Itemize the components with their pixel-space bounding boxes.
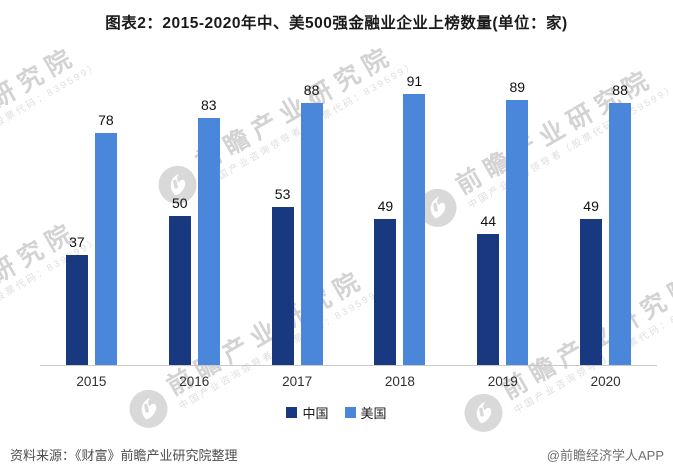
value-label-美国-2018: 91 xyxy=(406,73,423,89)
value-label-中国-2019: 44 xyxy=(480,213,497,229)
value-label-中国-2018: 49 xyxy=(377,198,394,214)
value-label-美国-2019: 89 xyxy=(509,79,526,95)
bar-中国-2020 xyxy=(580,219,603,365)
x-tick-2015: 2015 xyxy=(76,374,107,389)
credit-note: @前瞻经济学人APP xyxy=(546,448,664,463)
x-tick-2018: 2018 xyxy=(384,374,415,389)
x-tick-2019: 2019 xyxy=(487,374,518,389)
bar-中国-2016 xyxy=(168,216,191,365)
value-label-美国-2017: 88 xyxy=(303,82,320,98)
bar-美国-2017 xyxy=(300,103,323,365)
value-label-中国-2016: 50 xyxy=(172,195,188,211)
x-axis-line xyxy=(40,365,657,366)
x-tick-2017: 2017 xyxy=(282,374,313,389)
legend-swatch-usa xyxy=(344,407,356,418)
value-label-美国-2016: 83 xyxy=(201,97,217,113)
bar-美国-2020 xyxy=(609,103,632,365)
chart-title: 图表2：2015-2020年中、美500强金融业企业上榜数量(单位：家) xyxy=(105,15,568,32)
legend: 中国 美国 xyxy=(0,403,673,422)
legend-label-usa: 美国 xyxy=(360,406,387,421)
bar-美国-2019 xyxy=(506,100,529,365)
bar-中国-2017 xyxy=(271,207,294,365)
bar-美国-2016 xyxy=(197,118,220,365)
legend-label-china: 中国 xyxy=(302,406,329,421)
value-label-中国-2020: 49 xyxy=(583,198,599,214)
bar-中国-2015 xyxy=(65,255,88,365)
value-label-美国-2020: 88 xyxy=(612,82,628,98)
legend-item-china: 中国 xyxy=(286,403,329,422)
watermark-tagline: 中国产业咨询领导者（股票代码：839599） xyxy=(465,81,673,211)
watermark-brand: 前瞻产业研究院 xyxy=(0,41,83,178)
x-tick-2016: 2016 xyxy=(179,374,210,389)
watermark-brand: 前瞻产业研究院 xyxy=(451,63,660,200)
bar-美国-2018 xyxy=(403,94,426,365)
legend-item-usa: 美国 xyxy=(344,403,387,422)
bar-中国-2018 xyxy=(374,219,397,365)
value-label-中国-2015: 37 xyxy=(69,234,85,250)
bar-美国-2015 xyxy=(94,133,117,365)
source-note: 资料来源：《财富》前瞻产业研究院整理 xyxy=(10,448,238,463)
value-label-美国-2015: 78 xyxy=(98,112,114,128)
legend-swatch-china xyxy=(286,407,298,418)
value-label-中国-2017: 53 xyxy=(274,186,291,202)
bar-中国-2019 xyxy=(477,234,500,365)
x-tick-2020: 2020 xyxy=(590,374,621,389)
